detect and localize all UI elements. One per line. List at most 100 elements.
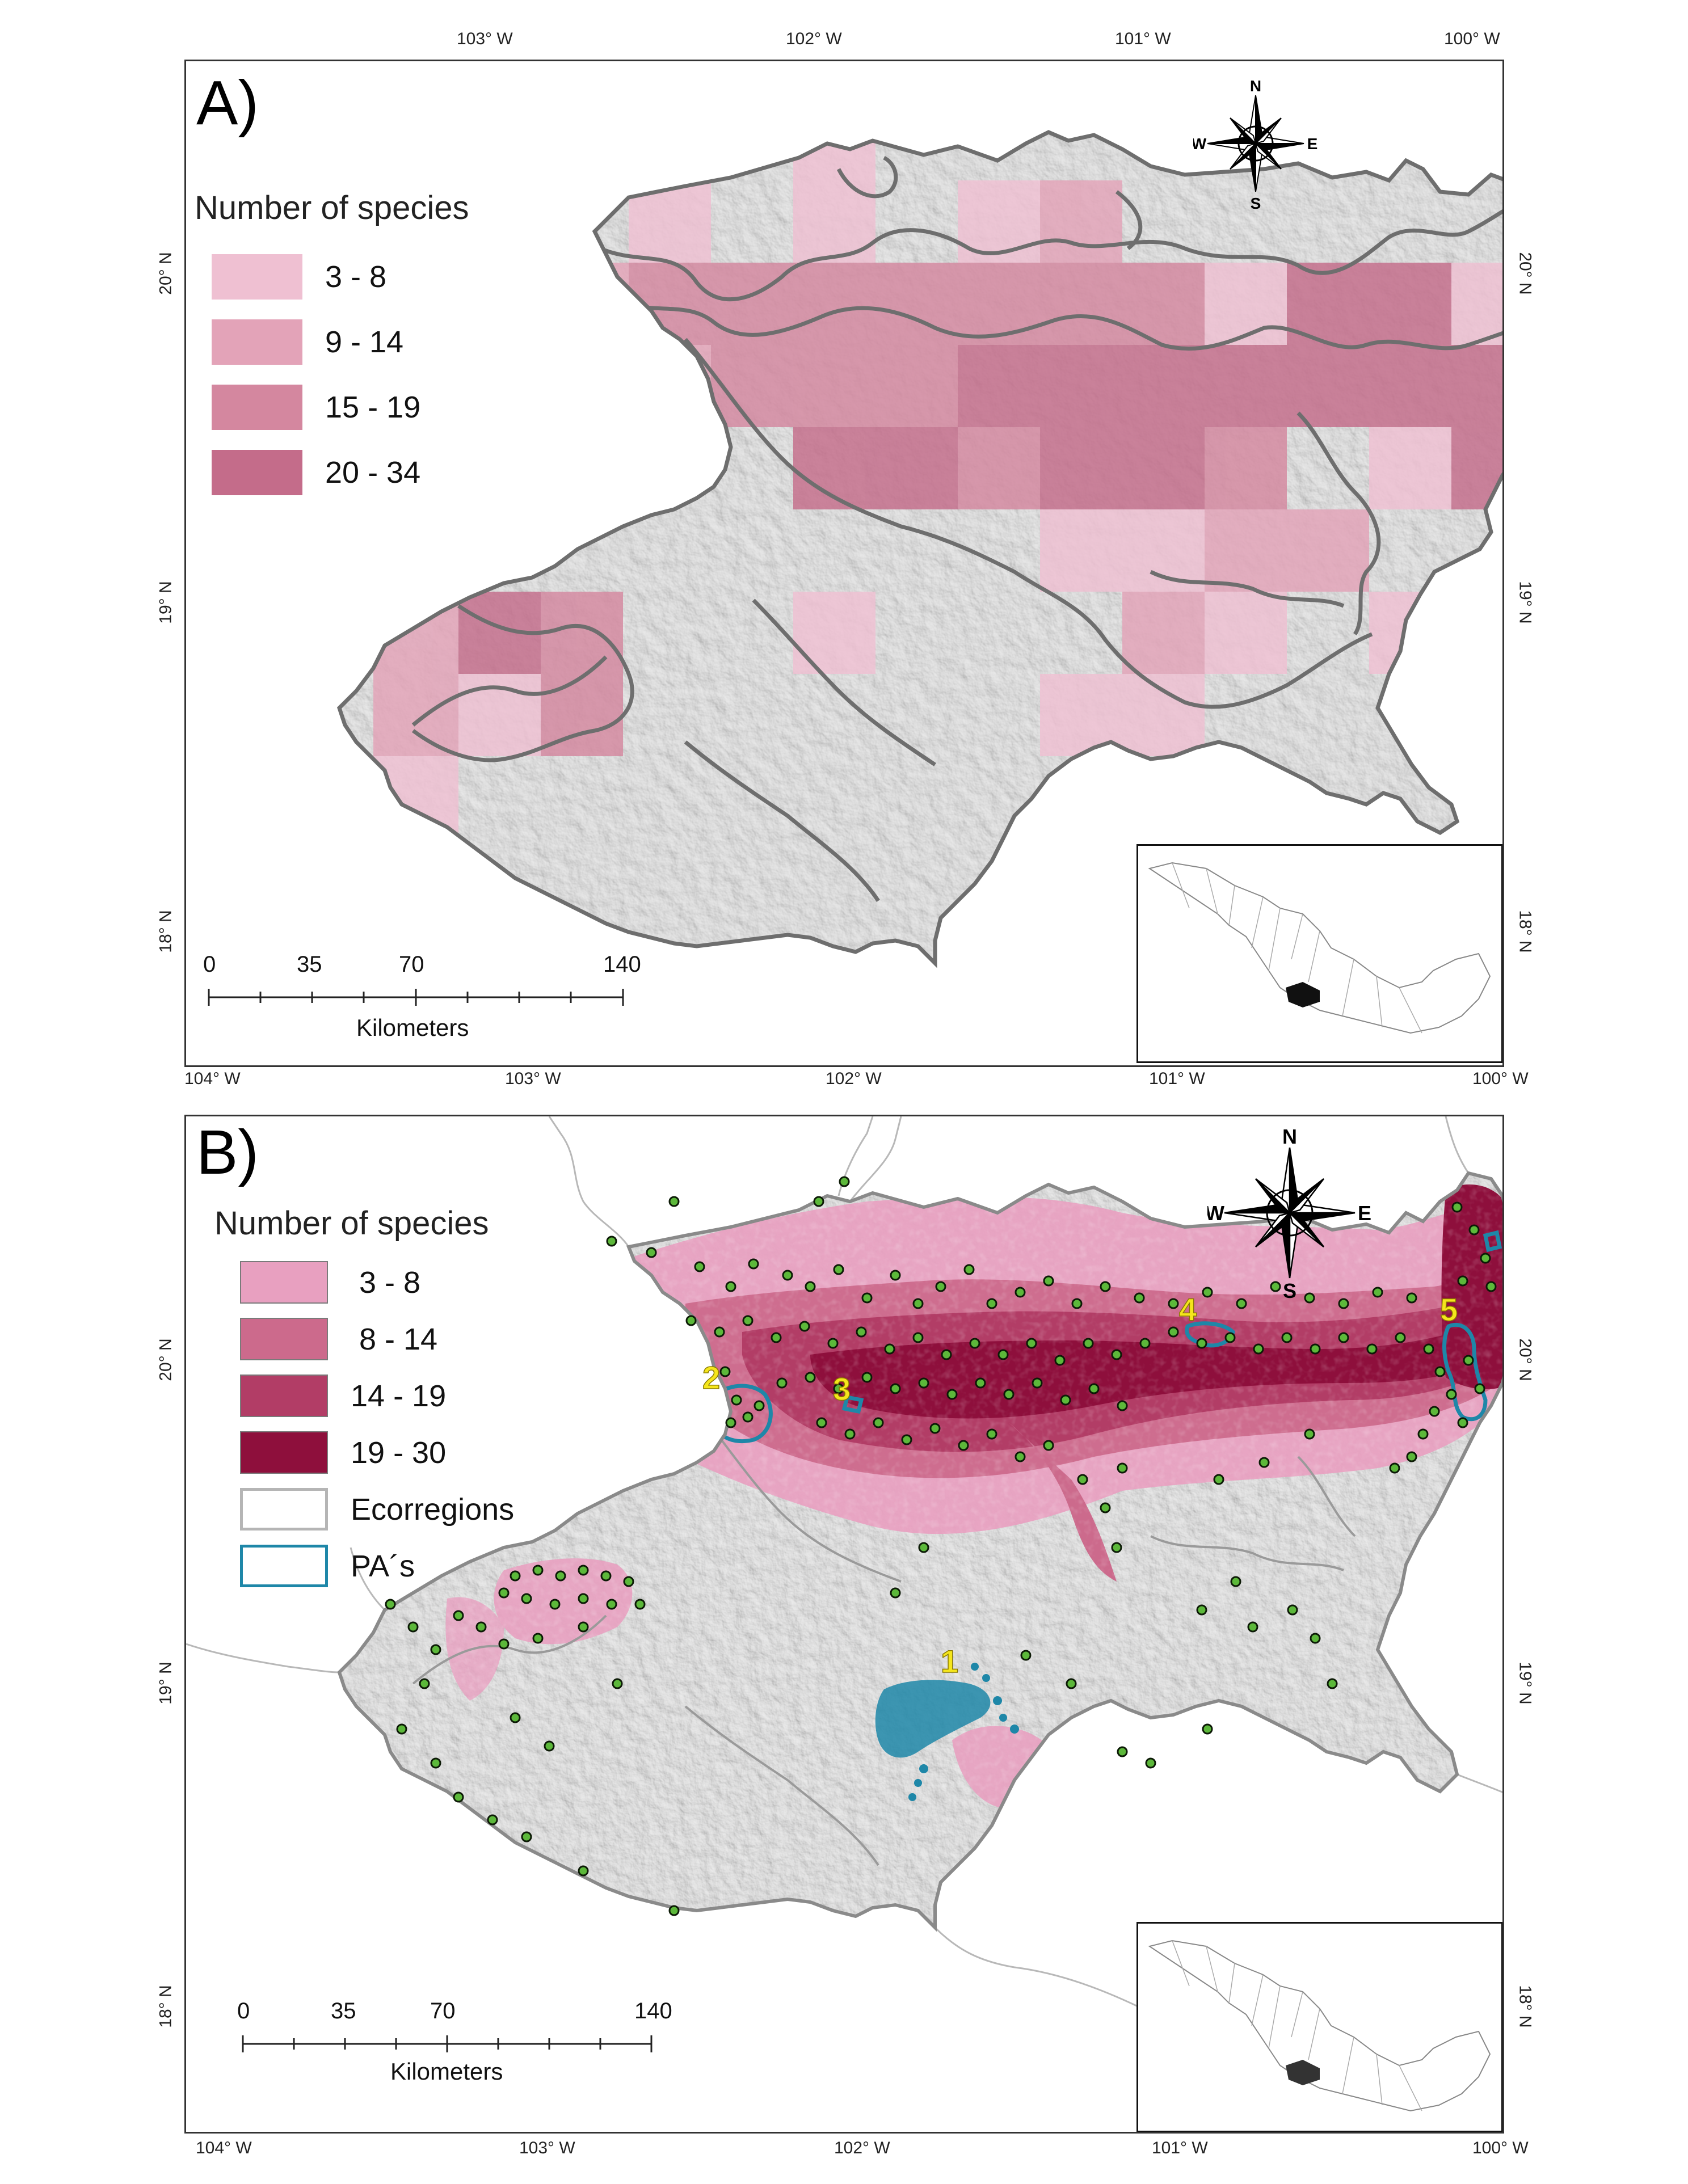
legend-label: Ecorregions <box>351 1492 515 1527</box>
legend-item-a-2: 9 - 14 <box>212 319 403 365</box>
legend-title-b: Number of species <box>214 1205 489 1242</box>
legend-swatch <box>240 1375 328 1417</box>
bottom-tick-103w: 103° W <box>505 1069 561 1088</box>
legend-swatch <box>240 1488 328 1531</box>
top-tick-101w: 101° W <box>1115 29 1171 48</box>
left-tick-19n-b: 19° N <box>156 1662 175 1705</box>
inset-map-a <box>1136 844 1502 1063</box>
right-tick-20n: 20° N <box>1516 252 1535 295</box>
panel-label-a: A) <box>196 68 259 138</box>
legend-item-a-1: 3 - 8 <box>212 254 386 300</box>
svg-text:1: 1 <box>941 1643 958 1679</box>
top-tick-103w: 103° W <box>457 29 513 48</box>
bottom-tick-100w: 100° W <box>1472 1069 1529 1088</box>
svg-text:S: S <box>1283 1279 1296 1301</box>
panel-b: 20° N 19° N 18° N 20° N 19° N 18° N <box>0 1092 1688 2184</box>
legend-label: 3 - 8 <box>351 1265 421 1300</box>
scale-num-70: 70 <box>399 952 424 977</box>
right-tick-19n: 19° N <box>1516 581 1535 624</box>
legend-swatch <box>240 1545 328 1587</box>
svg-text:3: 3 <box>833 1371 851 1407</box>
left-tick-20n-b: 20° N <box>156 1338 175 1381</box>
scale-bar-a <box>208 989 624 1006</box>
scale-num-0-b: 0 <box>237 1999 250 2023</box>
svg-text:4: 4 <box>1179 1292 1197 1327</box>
legend-item-a-4: 20 - 34 <box>212 450 420 495</box>
legend-item-a-3: 15 - 19 <box>212 385 420 430</box>
legend-item-b-3: 14 - 19 <box>240 1375 446 1417</box>
map-frame-b: 1 2 3 4 5 B) Number of species 3 - 8 8 -… <box>184 1115 1504 2134</box>
svg-text:2: 2 <box>702 1360 720 1395</box>
panel-label-b: B) <box>196 1118 259 1187</box>
svg-text:W: W <box>1193 135 1207 153</box>
map-b: 1 2 3 4 5 <box>186 1116 1502 2014</box>
top-tick-102w: 102° W <box>786 29 842 48</box>
legend-label: 19 - 30 <box>351 1435 447 1470</box>
right-tick-20n-b: 20° N <box>1516 1338 1535 1381</box>
scale-num-70-b: 70 <box>430 1999 456 2023</box>
ecoregion-lines-b <box>412 1393 1356 1866</box>
legend-label: 14 - 19 <box>351 1378 447 1413</box>
scale-bar-b <box>242 2035 653 2052</box>
scale-num-140-b: 140 <box>634 1999 672 2023</box>
legend-swatch <box>240 1431 328 1474</box>
occurrence-points-b <box>385 1176 1497 1916</box>
legend-label: 15 - 19 <box>325 390 421 424</box>
svg-text:S: S <box>1251 195 1261 212</box>
legend-label: 8 - 14 <box>351 1322 438 1356</box>
legend-swatch <box>212 450 302 495</box>
compass-rose-icon: N S E W <box>1193 77 1318 212</box>
svg-text:W: W <box>1207 1201 1224 1225</box>
svg-text:E: E <box>1307 135 1318 153</box>
legend-swatch <box>212 385 302 430</box>
right-tick-18n-b: 18° N <box>1516 1985 1535 2028</box>
scale-unit-b: Kilometers <box>390 2058 503 2085</box>
legend-item-b-5: Ecorregions <box>240 1488 514 1531</box>
inset-map-b <box>1136 1922 1502 2132</box>
legend-label: PA´s <box>351 1549 415 1583</box>
map-frame-a: A) Number of species 3 - 8 9 - 14 15 - 1… <box>184 60 1504 1067</box>
bottom-tick-102w-b: 102° W <box>834 2139 890 2157</box>
panel-a: 103° W 102° W 101° W 100° W 20° N 19° N … <box>156 29 1535 1088</box>
pa-labels-b: 1 2 3 4 5 <box>702 1291 1458 1680</box>
legend-label: 3 - 8 <box>325 260 387 294</box>
svg-text:E: E <box>1358 1201 1371 1225</box>
scale-num-140: 140 <box>603 952 641 977</box>
bottom-tick-104w-b: 104° W <box>196 2139 252 2157</box>
legend-item-b-6: PA´s <box>240 1545 415 1587</box>
legend-swatch <box>240 1318 328 1360</box>
left-tick-18n-b: 18° N <box>156 1985 175 2028</box>
legend-swatch <box>212 254 302 300</box>
scale-num-35-b: 35 <box>331 1999 356 2023</box>
map-a <box>186 61 1502 1065</box>
svg-text:N: N <box>1250 77 1261 95</box>
right-tick-18n: 18° N <box>1516 910 1535 953</box>
left-tick-18n: 18° N <box>156 910 175 953</box>
legend-swatch <box>240 1261 328 1304</box>
scale-num-0: 0 <box>203 952 216 977</box>
bottom-tick-103w-b: 103° W <box>519 2139 575 2157</box>
scale-num-35: 35 <box>297 952 322 977</box>
legend-swatch <box>212 319 302 365</box>
legend-item-b-1: 3 - 8 <box>240 1261 420 1304</box>
bottom-tick-102w: 102° W <box>826 1069 882 1088</box>
left-tick-19n: 19° N <box>156 581 175 624</box>
scale-unit-a: Kilometers <box>356 1014 469 1041</box>
bottom-tick-104w: 104° W <box>184 1069 241 1088</box>
top-tick-100w: 100° W <box>1444 29 1500 48</box>
compass-rose-icon: N S E W <box>1207 1125 1371 1301</box>
protected-area-1-b <box>875 1663 1019 1801</box>
bottom-tick-101w-b: 101° W <box>1152 2139 1208 2157</box>
bottom-tick-100w-b: 100° W <box>1472 2139 1529 2157</box>
bottom-tick-101w: 101° W <box>1149 1069 1205 1088</box>
right-tick-19n-b: 19° N <box>1516 1662 1535 1705</box>
legend-item-b-2: 8 - 14 <box>240 1318 437 1360</box>
legend-label: 20 - 34 <box>325 456 421 490</box>
neighbor-borders-b <box>186 1116 1502 2014</box>
svg-text:N: N <box>1282 1125 1297 1148</box>
legend-title-a: Number of species <box>195 189 469 226</box>
left-tick-20n: 20° N <box>156 252 175 295</box>
svg-text:5: 5 <box>1440 1292 1458 1327</box>
legend-label: 9 - 14 <box>325 325 404 359</box>
legend-item-b-4: 19 - 30 <box>240 1431 446 1474</box>
